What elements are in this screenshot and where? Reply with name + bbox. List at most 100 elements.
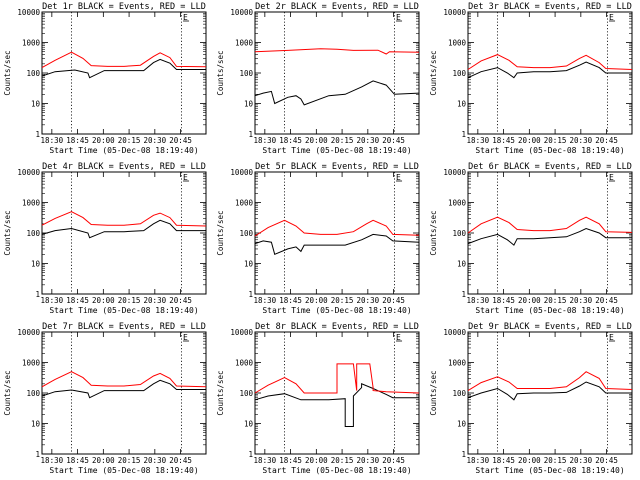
x-axis-label: Start Time (05-Dec-08 18:19:40): [49, 466, 198, 475]
corner-marker-label: E: [396, 333, 401, 342]
x-tick-label: 18:30: [41, 456, 64, 465]
y-tick-label: 10: [457, 420, 467, 429]
x-tick-label: 18:45: [279, 456, 302, 465]
y-axis-label: Counts/sec: [216, 210, 225, 255]
x-tick-label: 20:15: [331, 136, 354, 145]
x-tick-label: 20:00: [518, 456, 541, 465]
events-series-line: [41, 58, 206, 79]
x-tick-label: 20:30: [357, 456, 380, 465]
x-tick-label: 20:45: [595, 296, 618, 305]
x-axis-label: Start Time (05-Dec-08 18:19:40): [262, 306, 411, 315]
x-tick-label: 18:30: [41, 136, 64, 145]
chart-panel: Det 4r BLACK = Events, RED = LLD 1 10 100 10…: [0, 160, 213, 320]
chart-svg: Det 6r BLACK = Events, RED = LLD 1 10 100 10…: [429, 162, 633, 315]
y-tick-label: 1: [461, 290, 466, 299]
x-tick-label: 20:30: [570, 456, 593, 465]
x-tick-label: 20:15: [331, 296, 354, 305]
y-tick-label: 10: [244, 420, 254, 429]
y-tick-label: 1000: [22, 359, 41, 368]
x-tick-label: 20:45: [595, 136, 618, 145]
lld-series-line: [254, 219, 420, 237]
y-tick-label: 1000: [448, 39, 467, 48]
y-axis-label: Counts/sec: [3, 370, 12, 415]
x-tick-label: 18:45: [66, 296, 89, 305]
x-tick-label: 20:15: [544, 136, 567, 145]
y-tick-label: 1: [35, 130, 40, 139]
x-tick-label: 20:00: [305, 136, 328, 145]
events-series-line: [467, 61, 632, 79]
y-tick-label: 100: [239, 69, 253, 78]
chart-panel: Det 3r BLACK = Events, RED = LLD 1 10 100 10…: [426, 0, 639, 160]
corner-marker-label: E: [183, 13, 188, 22]
y-tick-label: 100: [26, 389, 40, 398]
x-tick-label: 20:30: [144, 456, 167, 465]
y-tick-label: 1: [248, 130, 253, 139]
chart-svg: Det 7r BLACK = Events, RED = LLD 1 10 100 10…: [3, 322, 207, 475]
y-tick-label: 100: [26, 69, 40, 78]
x-axis-label: Start Time (05-Dec-08 18:19:40): [262, 146, 411, 155]
lld-series-line: [467, 54, 633, 70]
y-tick-label: 1: [461, 130, 466, 139]
x-tick-label: 20:30: [144, 136, 167, 145]
lld-series-line: [254, 48, 420, 55]
y-tick-label: 10: [31, 100, 41, 109]
y-tick-label: 1000: [235, 359, 254, 368]
x-tick-label: 20:45: [382, 456, 405, 465]
x-tick-label: 20:00: [518, 296, 541, 305]
y-axis-label: Counts/sec: [3, 210, 12, 255]
x-tick-label: 20:00: [92, 136, 115, 145]
x-tick-label: 20:45: [169, 456, 192, 465]
x-tick-label: 18:30: [467, 136, 490, 145]
events-series-line: [467, 381, 632, 401]
y-axis-label: Counts/sec: [429, 50, 438, 95]
x-axis-label: Start Time (05-Dec-08 18:19:40): [262, 466, 411, 475]
y-axis-label: Counts/sec: [216, 50, 225, 95]
y-axis-label: Counts/sec: [3, 50, 12, 95]
chart-title: Det 6r BLACK = Events, RED = LLD: [468, 162, 632, 172]
chart-title: Det 2r BLACK = Events, RED = LLD: [255, 2, 419, 12]
y-tick-label: 100: [452, 389, 466, 398]
y-tick-label: 100: [26, 229, 40, 238]
x-tick-label: 20:15: [544, 296, 567, 305]
x-tick-label: 20:30: [357, 296, 380, 305]
y-tick-label: 10: [31, 260, 41, 269]
y-tick-label: 100: [239, 389, 253, 398]
events-series-line: [41, 379, 206, 399]
chart-svg: Det 2r BLACK = Events, RED = LLD 1 10 100 10…: [216, 2, 420, 155]
chart-title: Det 3r BLACK = Events, RED = LLD: [468, 2, 632, 12]
lld-series-line: [41, 371, 207, 388]
x-tick-label: 20:15: [118, 136, 141, 145]
chart-svg: Det 5r BLACK = Events, RED = LLD 1 10 100 10…: [216, 162, 420, 315]
x-tick-label: 18:30: [41, 296, 64, 305]
x-tick-label: 18:45: [279, 296, 302, 305]
x-axis-label: Start Time (05-Dec-08 18:19:40): [49, 146, 198, 155]
y-axis-label: Counts/sec: [216, 370, 225, 415]
chart-panel: Det 8r BLACK = Events, RED = LLD 1 10 100 10…: [213, 320, 426, 480]
y-tick-label: 1000: [235, 39, 254, 48]
corner-marker-label: E: [396, 13, 401, 22]
chart-title: Det 7r BLACK = Events, RED = LLD: [42, 322, 206, 332]
x-tick-label: 18:30: [254, 456, 277, 465]
x-tick-label: 20:00: [92, 296, 115, 305]
x-tick-label: 20:00: [305, 456, 328, 465]
chart-title: Det 1r BLACK = Events, RED = LLD: [42, 2, 206, 12]
x-tick-label: 20:45: [382, 136, 405, 145]
chart-panel: Det 2r BLACK = Events, RED = LLD 1 10 100 10…: [213, 0, 426, 160]
x-tick-label: 20:00: [305, 296, 328, 305]
x-axis-label: Start Time (05-Dec-08 18:19:40): [475, 146, 624, 155]
corner-marker-label: E: [609, 13, 614, 22]
chart-panel: Det 9r BLACK = Events, RED = LLD 1 10 100 10…: [426, 320, 639, 480]
y-tick-label: 1000: [22, 199, 41, 208]
x-tick-label: 18:30: [254, 296, 277, 305]
y-tick-label: 10000: [17, 8, 40, 17]
lld-series-line: [467, 216, 633, 234]
lld-series-line: [41, 51, 207, 69]
y-tick-label: 100: [239, 229, 253, 238]
corner-marker-label: E: [396, 173, 401, 182]
y-tick-label: 100: [452, 69, 466, 78]
events-series-line: [467, 227, 632, 246]
x-tick-label: 20:45: [169, 136, 192, 145]
x-tick-label: 20:00: [518, 136, 541, 145]
x-tick-label: 20:45: [382, 296, 405, 305]
